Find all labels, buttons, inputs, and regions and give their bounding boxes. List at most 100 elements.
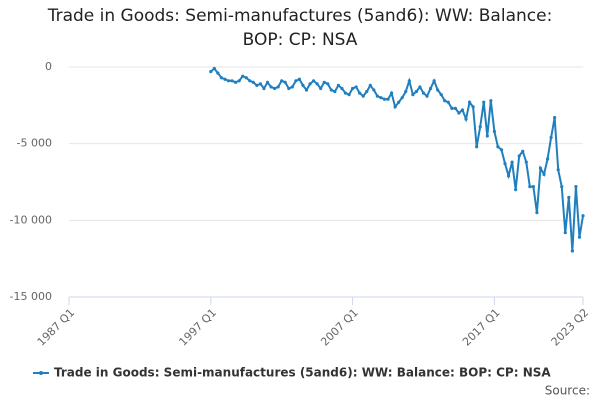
- data-point: [326, 82, 330, 86]
- data-point: [368, 83, 372, 87]
- data-point: [482, 100, 486, 104]
- data-point: [290, 85, 294, 89]
- data-point: [255, 83, 259, 87]
- data-point: [414, 89, 418, 94]
- data-point: [301, 83, 305, 87]
- data-point: [216, 71, 220, 75]
- data-point: [287, 86, 291, 91]
- data-point: [471, 105, 475, 109]
- chart-title: Trade in Goods: Semi-manufactures (5and6…: [47, 6, 553, 50]
- data-point: [425, 94, 429, 98]
- data-point: [524, 160, 528, 164]
- data-point: [418, 85, 422, 89]
- data-point: [237, 79, 241, 83]
- data-point: [389, 91, 394, 95]
- data-point: [517, 154, 521, 158]
- data-point: [230, 79, 234, 83]
- data-point: [411, 93, 415, 97]
- data-point: [244, 76, 248, 80]
- data-point: [315, 82, 319, 86]
- data-point: [350, 86, 355, 91]
- data-point: [538, 166, 543, 170]
- data-point: [375, 94, 379, 98]
- data-point: [269, 85, 273, 89]
- data-point: [234, 80, 238, 84]
- y-tick-label: -5 000: [17, 137, 52, 150]
- y-tick-label: -15 000: [10, 290, 52, 303]
- data-point: [453, 106, 457, 110]
- data-point: [521, 149, 525, 153]
- data-point: [311, 79, 316, 83]
- data-line: [210, 67, 584, 252]
- data-point: [273, 86, 277, 91]
- data-point: [443, 99, 447, 103]
- data-point: [365, 89, 369, 94]
- data-point: [542, 172, 546, 176]
- data-point: [219, 76, 224, 80]
- data-point: [577, 235, 582, 239]
- data-point: [280, 79, 284, 83]
- data-point: [460, 108, 465, 112]
- data-point: [450, 106, 454, 110]
- data-point: [556, 168, 560, 172]
- data-point: [333, 89, 337, 94]
- y-tick-label: -10 000: [10, 213, 52, 226]
- x-tick-label: 1987 Q1: [35, 306, 78, 349]
- data-point: [283, 80, 287, 84]
- data-point: [382, 97, 387, 101]
- data-point: [358, 91, 362, 95]
- x-tick-label: 2017 Q1: [460, 306, 503, 349]
- data-point: [372, 88, 376, 92]
- data-point: [241, 74, 245, 78]
- data-point: [467, 100, 472, 104]
- data-point: [485, 134, 489, 138]
- data-point: [297, 77, 302, 81]
- data-point: [212, 66, 216, 71]
- data-point: [503, 162, 507, 166]
- data-point: [386, 97, 390, 101]
- data-point: [570, 249, 574, 253]
- data-point: [347, 93, 351, 97]
- data-point: [549, 135, 553, 140]
- data-point: [531, 185, 535, 189]
- data-point: [432, 79, 436, 83]
- data-point: [209, 70, 213, 74]
- data-point: [393, 105, 397, 109]
- data-point: [248, 79, 252, 83]
- data-point: [553, 116, 557, 120]
- data-point: [475, 145, 479, 149]
- data-point: [343, 91, 348, 95]
- data-point: [457, 111, 461, 115]
- data-point: [354, 85, 358, 89]
- legend-marker: [39, 371, 43, 375]
- data-point: [563, 231, 567, 235]
- data-point: [489, 99, 493, 103]
- data-point: [436, 88, 440, 92]
- data-point: [262, 86, 266, 91]
- data-point: [464, 117, 468, 121]
- data-point: [340, 86, 344, 91]
- data-point: [421, 91, 426, 95]
- data-point: [322, 80, 326, 84]
- data-point: [294, 79, 298, 83]
- data-point: [496, 145, 500, 149]
- data-point: [258, 82, 263, 86]
- x-tick-label: 2007 Q1: [318, 306, 361, 349]
- data-point: [407, 79, 411, 83]
- data-point: [545, 157, 550, 161]
- legend-label: Trade in Goods: Semi-manufactures (5and6…: [54, 366, 551, 380]
- data-point: [404, 89, 408, 94]
- data-point: [251, 80, 255, 84]
- data-point: [567, 195, 571, 199]
- data-point: [361, 94, 365, 98]
- data-point: [439, 93, 443, 97]
- source: Source:: [545, 384, 590, 398]
- data-point: [379, 96, 383, 100]
- data-point: [478, 125, 482, 129]
- data-point: [535, 211, 539, 215]
- data-point: [446, 100, 450, 104]
- data-point: [499, 148, 504, 152]
- data-point: [528, 185, 532, 189]
- data-point: [400, 96, 404, 100]
